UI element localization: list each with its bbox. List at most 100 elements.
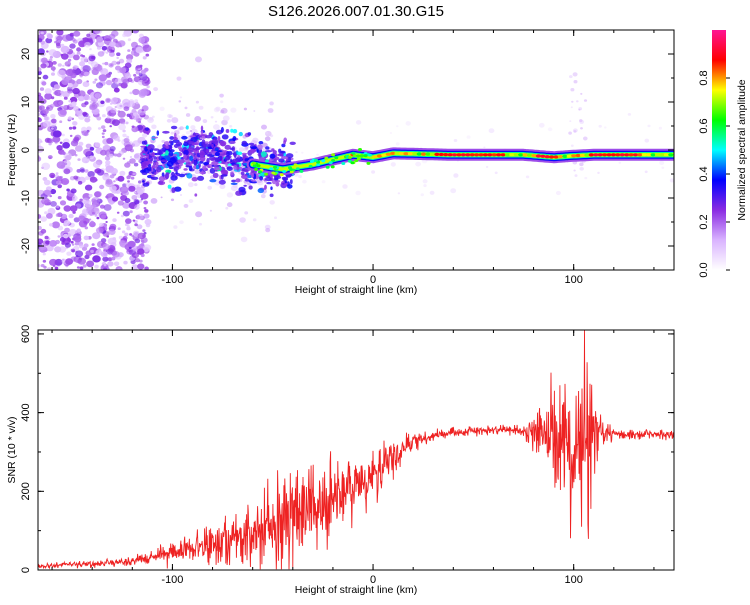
spectrogram-cell xyxy=(610,153,617,157)
spectrogram-cell xyxy=(126,113,131,118)
spectrogram-cell xyxy=(569,75,573,79)
spectrogram-cell xyxy=(127,180,130,183)
spectrogram-cell xyxy=(63,152,73,161)
spectrogram-cell xyxy=(395,142,400,146)
spectrogram-cell xyxy=(124,62,132,69)
spectrogram-cell xyxy=(48,49,57,57)
spectrogram-cell xyxy=(271,179,277,185)
spectrogram-cell xyxy=(117,110,126,118)
spectrogram-cell xyxy=(94,78,98,81)
spectrogram-cell xyxy=(215,106,221,112)
spectrogram-cell xyxy=(144,209,149,213)
spectrogram-cell xyxy=(178,173,186,178)
spectrogram-cell xyxy=(67,83,73,88)
spectrogram-cell xyxy=(88,96,92,101)
spectrogram-cell xyxy=(488,128,495,134)
spectrogram-cell xyxy=(597,171,600,174)
spectrogram-cell xyxy=(173,225,178,229)
spectrogram-cell xyxy=(61,78,70,85)
spectrogram-cell xyxy=(58,246,67,253)
spectrogram-cell xyxy=(185,131,190,135)
spectrogram-cell xyxy=(355,120,362,125)
spectrogram-cell xyxy=(231,158,239,163)
spectrogram-cell xyxy=(198,105,204,110)
spectrogram-cell xyxy=(213,124,220,130)
spectrogram-cell xyxy=(133,162,139,167)
spectrogram-cell xyxy=(241,140,247,145)
spectrogram-cell xyxy=(82,65,91,73)
spectrogram-cell xyxy=(252,218,257,222)
spectrogram-cell xyxy=(371,170,376,174)
spectrogram-cell xyxy=(69,32,75,37)
spectrogram-cell xyxy=(265,131,269,135)
spectrogram-cell xyxy=(147,117,155,123)
spectrogram-cell xyxy=(624,153,630,157)
spectrogram-cell xyxy=(262,148,266,152)
spectrogram-cell xyxy=(189,155,194,162)
spectrogram-cell xyxy=(215,129,223,135)
spectrogram-cell xyxy=(390,151,396,155)
spectrogram-cell xyxy=(189,129,193,133)
spectrogram-cell xyxy=(106,115,111,119)
spectrogram-cell xyxy=(252,137,259,143)
spectrogram-cell xyxy=(89,48,92,51)
spectrogram-cell xyxy=(574,174,578,177)
spectrogram-cell xyxy=(252,161,256,165)
spectrogram-cell xyxy=(56,30,64,36)
spectrogram-cell xyxy=(142,56,147,60)
spectrogram-cell xyxy=(443,153,449,157)
spectrogram-cell xyxy=(109,223,117,230)
spectrogram-cell xyxy=(241,174,249,180)
spectrogram-cell xyxy=(213,166,221,171)
spectrogram-cell xyxy=(78,244,84,249)
spectrogram-cell xyxy=(57,69,66,78)
spectrogram-cell xyxy=(188,199,194,203)
spectrogram-cell xyxy=(138,120,142,124)
spectrogram-cell xyxy=(108,228,116,235)
spectrogram-cell xyxy=(195,211,203,218)
spectrogram-cell xyxy=(405,121,411,126)
spectrogram-cell xyxy=(190,137,198,143)
colorbar-ticks: 0.0 0.2 0.4 0.6 0.8 xyxy=(698,70,730,278)
spectrogram-cell xyxy=(194,116,202,122)
spectrogram-cell xyxy=(97,169,105,176)
spectrogram-cell xyxy=(282,177,288,181)
spectrogram-cell xyxy=(342,184,348,189)
spectrogram-cell xyxy=(183,203,189,208)
spectrogram-cell xyxy=(133,248,137,251)
spectrogram-cell xyxy=(644,138,650,143)
spectrogram-cell xyxy=(140,69,147,75)
spectrogram-cell xyxy=(583,136,588,141)
spectrogram-cell xyxy=(131,234,135,238)
spectrogram-cell xyxy=(143,167,150,174)
spectrogram-cell xyxy=(176,76,182,81)
spectrogram-cell xyxy=(136,224,143,230)
spectrogram-cell xyxy=(153,156,157,160)
spectrogram-cell xyxy=(239,167,243,170)
spectrogram-cell xyxy=(278,148,282,153)
spectrogram-cell xyxy=(359,154,365,158)
spectrogram-cell xyxy=(469,153,475,157)
spectrogram-cell xyxy=(89,176,98,183)
spectrogram-cell xyxy=(100,149,107,156)
spectrogram-cell xyxy=(179,194,183,196)
spectrogram-cell xyxy=(55,180,62,185)
spectrogram-cell xyxy=(145,53,150,57)
spectrogram-cell xyxy=(137,189,144,195)
spectrogram-cell xyxy=(129,158,136,164)
spectrogram-cell xyxy=(453,173,459,178)
spectrogram-cell xyxy=(123,260,128,265)
spectrogram-cell xyxy=(281,143,286,148)
spectrogram-cell xyxy=(218,179,226,185)
spectrogram-cell xyxy=(293,163,298,167)
spectrogram-cell xyxy=(174,132,177,139)
y-tick-label: 600 xyxy=(20,325,32,343)
spectrogram-cell xyxy=(482,153,488,157)
spectrogram-cell xyxy=(56,161,66,169)
spectrogram-cell xyxy=(96,116,102,121)
spectrogram-cell xyxy=(210,158,215,161)
spectrogram-cell xyxy=(157,144,163,150)
spectrogram-cell xyxy=(132,112,137,117)
spectrogram-cell xyxy=(321,180,326,184)
